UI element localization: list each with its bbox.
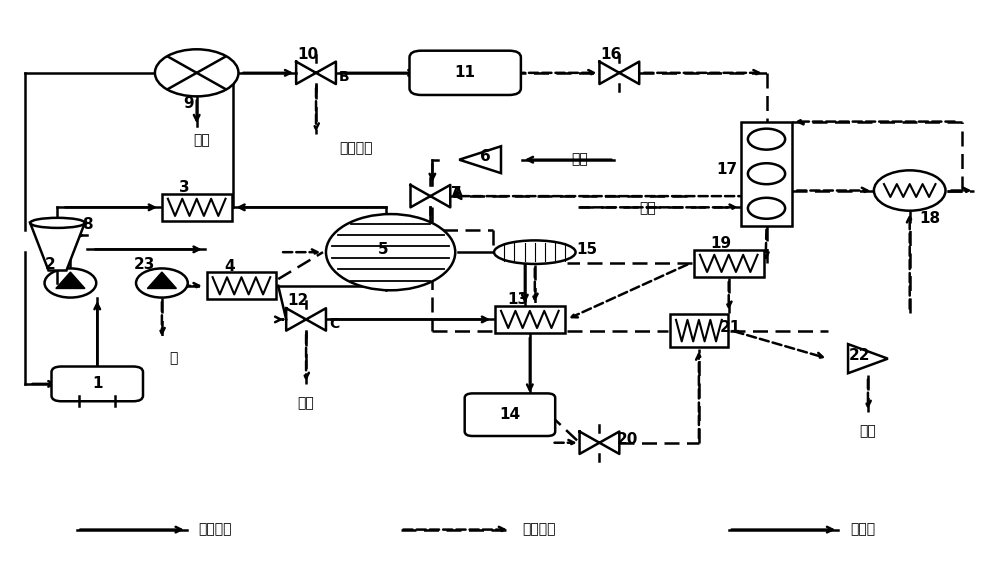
Text: 5: 5 bbox=[377, 242, 388, 257]
Text: 8: 8 bbox=[82, 217, 93, 231]
Polygon shape bbox=[848, 344, 888, 373]
Text: 9: 9 bbox=[183, 96, 194, 111]
Text: 储能过程: 储能过程 bbox=[199, 522, 232, 537]
Text: C: C bbox=[329, 317, 339, 331]
Bar bbox=[207, 272, 276, 299]
Text: 二氧化碳: 二氧化碳 bbox=[339, 142, 373, 156]
Text: 氢气: 氢气 bbox=[193, 133, 210, 147]
Text: 11: 11 bbox=[455, 65, 476, 80]
Circle shape bbox=[45, 268, 96, 298]
Text: 13: 13 bbox=[507, 292, 528, 307]
Circle shape bbox=[748, 198, 785, 219]
Text: 空气: 空气 bbox=[571, 153, 588, 167]
Circle shape bbox=[748, 128, 785, 149]
Text: 21: 21 bbox=[720, 320, 741, 335]
Text: 16: 16 bbox=[601, 47, 622, 62]
Text: B: B bbox=[339, 70, 349, 84]
Text: 17: 17 bbox=[716, 162, 737, 177]
Text: 7: 7 bbox=[451, 186, 462, 201]
Bar bbox=[741, 122, 792, 226]
Text: 全过程: 全过程 bbox=[850, 522, 875, 537]
Circle shape bbox=[136, 268, 188, 298]
Text: 2: 2 bbox=[45, 257, 56, 272]
FancyBboxPatch shape bbox=[52, 367, 143, 401]
Bar bbox=[694, 250, 764, 277]
Text: 3: 3 bbox=[179, 180, 190, 195]
Text: 水: 水 bbox=[170, 351, 178, 366]
Text: 18: 18 bbox=[919, 211, 940, 226]
Text: 23: 23 bbox=[133, 257, 155, 272]
Ellipse shape bbox=[326, 214, 455, 290]
Polygon shape bbox=[459, 146, 501, 173]
Text: 4: 4 bbox=[224, 259, 235, 274]
Text: 15: 15 bbox=[576, 242, 597, 257]
Text: 空气: 空气 bbox=[639, 201, 656, 216]
Polygon shape bbox=[56, 272, 85, 289]
Bar bbox=[670, 314, 728, 348]
Circle shape bbox=[748, 163, 785, 184]
Text: 尾气: 尾气 bbox=[298, 397, 314, 410]
Text: 空气: 空气 bbox=[860, 424, 876, 439]
Text: 12: 12 bbox=[288, 293, 309, 308]
Bar bbox=[162, 194, 232, 221]
Text: 释能过程: 释能过程 bbox=[522, 522, 555, 537]
Text: 14: 14 bbox=[499, 407, 521, 422]
Text: A: A bbox=[452, 185, 463, 199]
Text: 20: 20 bbox=[617, 432, 638, 448]
FancyBboxPatch shape bbox=[410, 51, 521, 95]
Text: 22: 22 bbox=[849, 348, 871, 363]
Text: 10: 10 bbox=[298, 47, 319, 62]
Polygon shape bbox=[30, 223, 85, 271]
Text: 1: 1 bbox=[92, 376, 103, 391]
FancyBboxPatch shape bbox=[465, 393, 555, 436]
Circle shape bbox=[874, 170, 946, 211]
Bar bbox=[495, 306, 565, 333]
Text: 19: 19 bbox=[710, 236, 731, 251]
Ellipse shape bbox=[30, 218, 85, 228]
Ellipse shape bbox=[494, 241, 576, 264]
Polygon shape bbox=[147, 272, 176, 289]
Text: 6: 6 bbox=[480, 149, 490, 164]
Circle shape bbox=[155, 49, 238, 96]
